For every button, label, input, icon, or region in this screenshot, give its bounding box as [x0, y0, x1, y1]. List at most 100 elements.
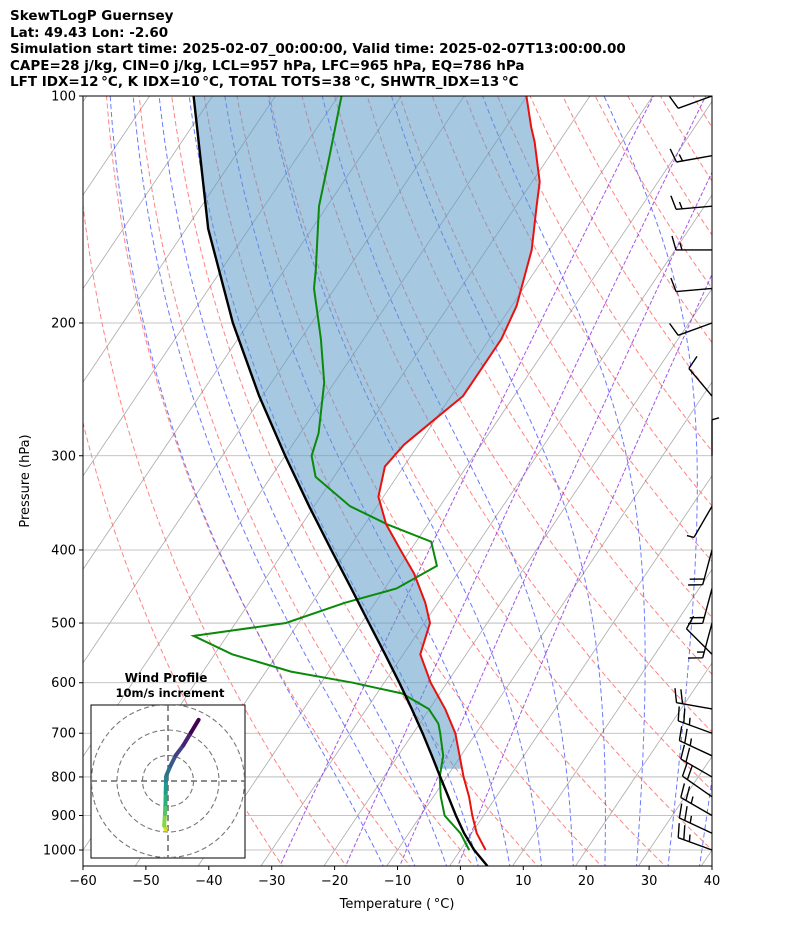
- dry-adiabat-line: [692, 96, 712, 129]
- wind-barb: [678, 726, 713, 757]
- wind-barb-shaft: [686, 505, 713, 539]
- y-tick-label: 700: [51, 727, 76, 742]
- dry-adiabat-line: [138, 96, 475, 866]
- x-tick-label: −10: [384, 874, 411, 889]
- x-tick-label: 30: [641, 874, 658, 889]
- dry-adiabat-line: [464, 96, 712, 507]
- wind-barb: [680, 783, 713, 817]
- wind-barb-shaft: [711, 417, 720, 456]
- isotherm-line: [637, 755, 712, 866]
- y-tick-label: 100: [51, 90, 76, 105]
- wind-barb: [669, 95, 713, 109]
- cape-cin-levels: CAPE=28 j/kg, CIN=0 j/kg, LCL=957 hPa, L…: [10, 57, 525, 74]
- isotherm-line: [83, 96, 276, 383]
- hodograph-trace-segment: [181, 730, 193, 748]
- mixing-ratio-line: [345, 96, 707, 866]
- x-tick-label: −40: [195, 874, 222, 889]
- wind-barb-shaft: [669, 322, 713, 336]
- chart-title: SkewTLogP Guernsey: [10, 8, 174, 24]
- wind-barb-shaft: [680, 783, 713, 817]
- x-tick-label: 10: [515, 874, 532, 889]
- dry-adiabat-line: [334, 96, 712, 733]
- x-tick-label: 20: [578, 874, 595, 889]
- isotherm-line: [575, 662, 712, 866]
- wind-barb: [685, 615, 713, 655]
- dry-adiabat-line: [627, 96, 712, 236]
- dry-adiabat-line: [562, 96, 712, 344]
- dewpoint-line: [190, 96, 471, 851]
- x-tick-label: −20: [321, 874, 348, 889]
- temperature-line: [377, 96, 541, 851]
- wind-barb: [671, 235, 713, 251]
- hodograph-ring: [116, 729, 220, 833]
- x-tick-label: −30: [258, 874, 285, 889]
- wind-barb-shaft: [671, 235, 713, 251]
- x-tick-label: 0: [456, 874, 464, 889]
- wind-barb-shaft: [680, 744, 713, 778]
- wind-barb-shaft: [674, 688, 713, 710]
- dry-adiabat-line: [171, 96, 539, 866]
- wind-barb-shaft: [688, 622, 713, 659]
- wind-barb: [688, 549, 713, 586]
- dry-adiabat-line: [497, 96, 712, 452]
- dry-adiabat-line: [366, 96, 712, 675]
- simulation-times: Simulation start time: 2025-02-07_00:00:…: [10, 41, 626, 58]
- moist-adiabat-line: [482, 96, 646, 866]
- wind-barb: [669, 148, 713, 163]
- x-tick-label: −50: [132, 874, 159, 889]
- wind-barb: [678, 803, 713, 834]
- mixing-ratio-line: [279, 96, 654, 866]
- isotherm-line: [512, 568, 712, 866]
- hodograph-inset: Wind Profile 10m/s increment: [90, 671, 246, 859]
- cape-shading: [193, 96, 540, 769]
- wind-barb: [681, 762, 713, 798]
- isotherm-line: [386, 381, 712, 866]
- wind-barbs: [669, 95, 720, 851]
- hodograph-subtitle: 10m/s increment: [116, 686, 225, 700]
- isotherm-line: [83, 96, 213, 290]
- wind-barb: [670, 195, 713, 210]
- hodograph-trace-segment: [188, 717, 201, 735]
- wind-barb: [680, 744, 713, 778]
- wind-barb-shaft: [688, 356, 713, 397]
- wind-barb-shaft: [688, 549, 713, 586]
- moist-adiabat-line: [699, 776, 712, 866]
- moist-adiabat-line: [731, 79, 794, 869]
- wind-barb: [670, 277, 713, 293]
- isotherm-line: [700, 849, 712, 866]
- isotherm-line: [449, 475, 712, 866]
- wind-barb: [669, 322, 713, 336]
- y-axis-ticks: 1000 900 800 700 600 500 400 300 200 100: [43, 90, 83, 859]
- dry-adiabat-line: [529, 96, 712, 398]
- wind-barb: [677, 706, 713, 734]
- y-tick-label: 200: [51, 316, 76, 331]
- wind-barb-shaft: [670, 195, 713, 210]
- location-coordinates: Lat: 49.43 Lon: -2.60: [10, 24, 169, 41]
- wind-barb: [688, 622, 713, 659]
- wind-barb: [688, 356, 713, 397]
- y-tick-label: 900: [51, 809, 76, 824]
- dry-adiabat-line: [431, 96, 712, 563]
- wind-barb-shaft: [678, 803, 713, 834]
- y-tick-label: 1000: [43, 844, 76, 859]
- wind-barb-shaft: [677, 823, 713, 851]
- y-tick-label: 500: [51, 617, 76, 632]
- isotherm-line: [323, 287, 712, 866]
- wind-barb-shaft: [685, 615, 713, 655]
- stability-indices: LFT IDX=12 °C, K IDX=10 °C, TOTAL TOTS=3…: [10, 74, 519, 91]
- y-axis-label: Pressure (hPa): [18, 434, 33, 527]
- chart-header: SkewTLogP Guernsey Lat: 49.43 Lon: -2.60…: [10, 8, 626, 91]
- hodograph-trace-segment: [173, 743, 186, 758]
- x-axis-ticks: −60 −50 −40 −30 −20 −10 0 10 20 30 40: [69, 866, 720, 889]
- wind-barb: [674, 688, 713, 710]
- y-tick-label: 800: [51, 770, 76, 785]
- wind-barb-shaft: [669, 95, 713, 109]
- hodograph-title: Wind Profile: [125, 671, 208, 685]
- x-axis-label: Temperature ( °C): [339, 897, 455, 912]
- isotherm-line: [197, 100, 712, 866]
- wind-barb-shaft: [669, 148, 713, 163]
- wind-barb: [711, 417, 720, 456]
- wind-barb: [677, 823, 713, 851]
- wind-barb-shaft: [678, 726, 713, 757]
